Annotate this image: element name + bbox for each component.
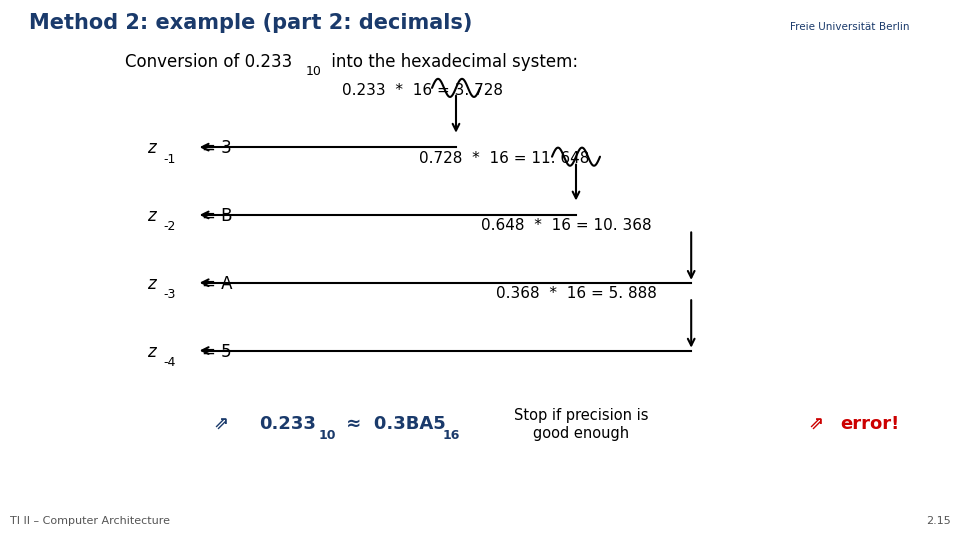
- Text: ⇗: ⇗: [213, 415, 228, 434]
- Text: 10: 10: [305, 65, 322, 78]
- Text: 0.233: 0.233: [259, 415, 316, 434]
- Text: 2.15: 2.15: [925, 516, 950, 526]
- Text: 16: 16: [443, 429, 460, 442]
- Text: $z$: $z$: [147, 139, 158, 157]
- Text: $z$: $z$: [147, 207, 158, 225]
- Text: 0.728  *  16 = 11. 648: 0.728 * 16 = 11. 648: [419, 151, 589, 166]
- Text: = B: = B: [202, 207, 232, 225]
- Text: into the hexadecimal system:: into the hexadecimal system:: [326, 53, 579, 71]
- Text: Conversion of 0.233: Conversion of 0.233: [125, 53, 292, 71]
- Text: Freie Universität: Freie Universität: [790, 22, 876, 32]
- Text: = 3: = 3: [202, 139, 231, 157]
- Text: Berlin: Berlin: [879, 22, 909, 32]
- Text: = 5: = 5: [202, 342, 231, 361]
- Text: 0.368  *  16 = 5. 888: 0.368 * 16 = 5. 888: [495, 286, 657, 301]
- Text: -4: -4: [163, 356, 176, 369]
- Text: Stop if precision is
good enough: Stop if precision is good enough: [514, 408, 648, 441]
- Text: -3: -3: [163, 288, 176, 301]
- Text: ≈  0.3BA5: ≈ 0.3BA5: [340, 415, 445, 434]
- Text: $z$: $z$: [147, 275, 158, 293]
- Text: -1: -1: [163, 153, 176, 166]
- Text: = A: = A: [202, 275, 232, 293]
- Text: 0.233  *  16 = 3. 728: 0.233 * 16 = 3. 728: [342, 83, 503, 98]
- Text: $z$: $z$: [147, 342, 158, 361]
- Text: 0.648  *  16 = 10. 368: 0.648 * 16 = 10. 368: [481, 219, 652, 233]
- Text: Method 2: example (part 2: decimals): Method 2: example (part 2: decimals): [29, 12, 472, 32]
- Text: TI II – Computer Architecture: TI II – Computer Architecture: [10, 516, 170, 526]
- Text: 10: 10: [319, 429, 336, 442]
- Text: -2: -2: [163, 220, 176, 233]
- Text: error!: error!: [840, 415, 900, 434]
- Text: ⇗: ⇗: [808, 415, 824, 434]
